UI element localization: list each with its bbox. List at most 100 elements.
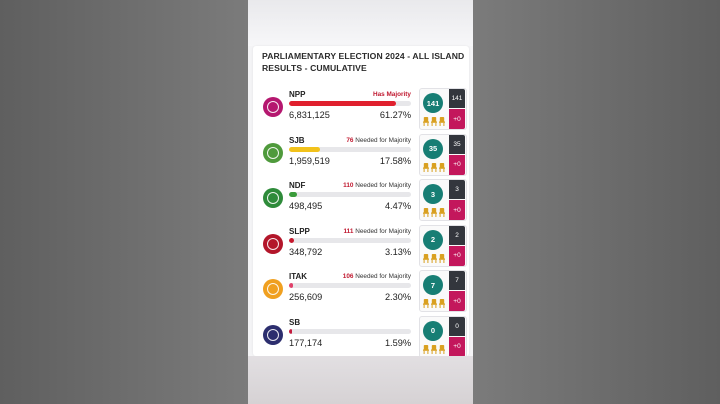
chair-icon [439, 117, 445, 126]
party-row-ndf[interactable]: NDF 110 Needed for Majority 498,495 4.47% 3 3… [253, 179, 469, 223]
slpp-logo-icon [263, 233, 283, 254]
right-blur-background [473, 0, 720, 404]
majority-status-text: Needed for Majority [353, 227, 411, 235]
party-row-sjb[interactable]: SJB 76 Needed for Majority 1,959,519 17.58%… [253, 133, 469, 178]
party-name: SJB [289, 135, 305, 145]
chair-icon [431, 208, 437, 217]
majority-status-text: Needed for Majority [353, 273, 411, 280]
left-blur-background [0, 0, 248, 404]
ndf-logo-icon [263, 188, 283, 208]
seat-change: +0 [449, 154, 465, 175]
seat-summary: 141 141 +0 [419, 88, 467, 130]
seat-summary: 35 35 +0 [419, 133, 467, 176]
seat-change: +0 [449, 291, 465, 311]
seat-total: 0 [449, 316, 465, 336]
vote-percentage: 3.13% [384, 246, 411, 257]
chair-icon [431, 162, 437, 172]
bottom-blur-area [248, 356, 473, 404]
chair-icon [439, 253, 445, 263]
seats-won-badge: 35 [423, 138, 443, 159]
party-row-npp[interactable]: NPP Has Majority 6,831,125 61.27% 141 141 +0 [253, 88, 469, 132]
chairs-icon [423, 117, 445, 126]
majority-status-text: Needed for Majority [353, 136, 411, 144]
seat-change: +0 [449, 336, 465, 357]
vote-share-bar [289, 146, 411, 152]
chair-icon [423, 208, 429, 217]
vote-share-bar [289, 101, 411, 106]
npp-logo-icon [263, 97, 283, 117]
chairs-icon [423, 344, 445, 354]
seat-summary: 7 7 +0 [419, 270, 467, 312]
seat-change: +0 [449, 200, 465, 220]
party-name: NPP [289, 90, 306, 99]
seat-total: 7 [449, 271, 465, 290]
vote-share-bar-fill [289, 101, 396, 106]
seat-summary: 2 2 +0 [419, 224, 467, 267]
party-row-slpp[interactable]: SLPP 111 Needed for Majority 348,792 3.13% 2… [253, 224, 469, 269]
chair-icon [439, 162, 445, 172]
vote-share-bar-fill [289, 192, 297, 197]
results-card: PARLIAMENTARY ELECTION 2024 - ALL ISLAND… [253, 46, 469, 358]
vote-share-bar [289, 192, 411, 197]
vote-count: 498,495 [289, 201, 323, 211]
majority-status: 110 Needed for Majority [343, 182, 411, 189]
vote-percentage: 1.59% [384, 337, 411, 348]
vote-percentage: 2.30% [384, 292, 411, 302]
chair-icon [439, 299, 445, 308]
chair-icon [431, 253, 437, 263]
seats-needed-count: 76 [346, 136, 354, 144]
vote-share-bar [289, 283, 411, 288]
majority-status: 111 Needed for Majority [343, 228, 411, 235]
majority-status: 76 Needed for Majority [346, 137, 411, 144]
seat-total: 35 [449, 134, 465, 154]
chair-icon [423, 253, 429, 263]
seat-total: 141 [449, 89, 465, 108]
party-name: ITAK [289, 272, 308, 281]
seats-needed-count: 106 [342, 273, 354, 280]
majority-status: 106 Needed for Majority [343, 273, 411, 280]
seats-won-badge: 7 [423, 275, 443, 295]
majority-status-text: Needed for Majority [353, 182, 411, 189]
seat-summary: 3 3 +0 [419, 179, 467, 221]
chair-icon [431, 117, 437, 126]
seat-total: 3 [449, 180, 465, 199]
party-name: SB [289, 317, 301, 327]
vote-share-bar-fill [289, 237, 295, 243]
seats-won-badge: 141 [423, 93, 443, 113]
vote-count: 177,174 [289, 337, 323, 348]
sb-logo-icon [263, 324, 283, 345]
chairs-icon [423, 253, 445, 263]
seats-won-badge: 3 [423, 184, 443, 204]
chair-icon [423, 162, 429, 172]
chair-icon [439, 344, 445, 354]
sjb-logo-icon [263, 142, 283, 163]
chairs-icon [423, 162, 445, 172]
vote-share-bar-fill [289, 146, 320, 152]
vote-percentage: 17.58% [379, 155, 411, 166]
top-blur-area [248, 0, 473, 46]
seats-needed-count: 111 [343, 227, 354, 235]
vote-count: 348,792 [289, 246, 323, 257]
vote-share-bar-fill [289, 283, 293, 288]
chair-icon [439, 208, 445, 217]
seat-change: +0 [449, 109, 465, 129]
party-name: NDF [289, 181, 306, 190]
chair-icon [423, 117, 429, 126]
party-row-sb[interactable]: SB 177,174 1.59% 0 0 +0 [253, 315, 469, 360]
chairs-icon [423, 208, 445, 217]
vote-percentage: 61.27% [379, 110, 411, 120]
majority-status: Has Majority [373, 91, 411, 98]
seat-summary: 0 0 +0 [419, 315, 467, 358]
results-screen: PARLIAMENTARY ELECTION 2024 - ALL ISLAND… [248, 0, 473, 404]
party-name: SLPP [289, 226, 310, 236]
chair-icon [431, 299, 437, 308]
seat-total: 2 [449, 225, 465, 245]
vote-share-bar-fill [289, 328, 293, 334]
party-row-itak[interactable]: ITAK 106 Needed for Majority 256,609 2.30% 7… [253, 270, 469, 314]
vote-share-bar [289, 328, 411, 334]
page-title: PARLIAMENTARY ELECTION 2024 - ALL ISLAND… [262, 51, 465, 73]
majority-status-text: Has Majority [372, 91, 411, 98]
chair-icon [423, 344, 429, 354]
vote-count: 256,609 [289, 292, 323, 302]
vote-count: 1,959,519 [289, 155, 330, 166]
